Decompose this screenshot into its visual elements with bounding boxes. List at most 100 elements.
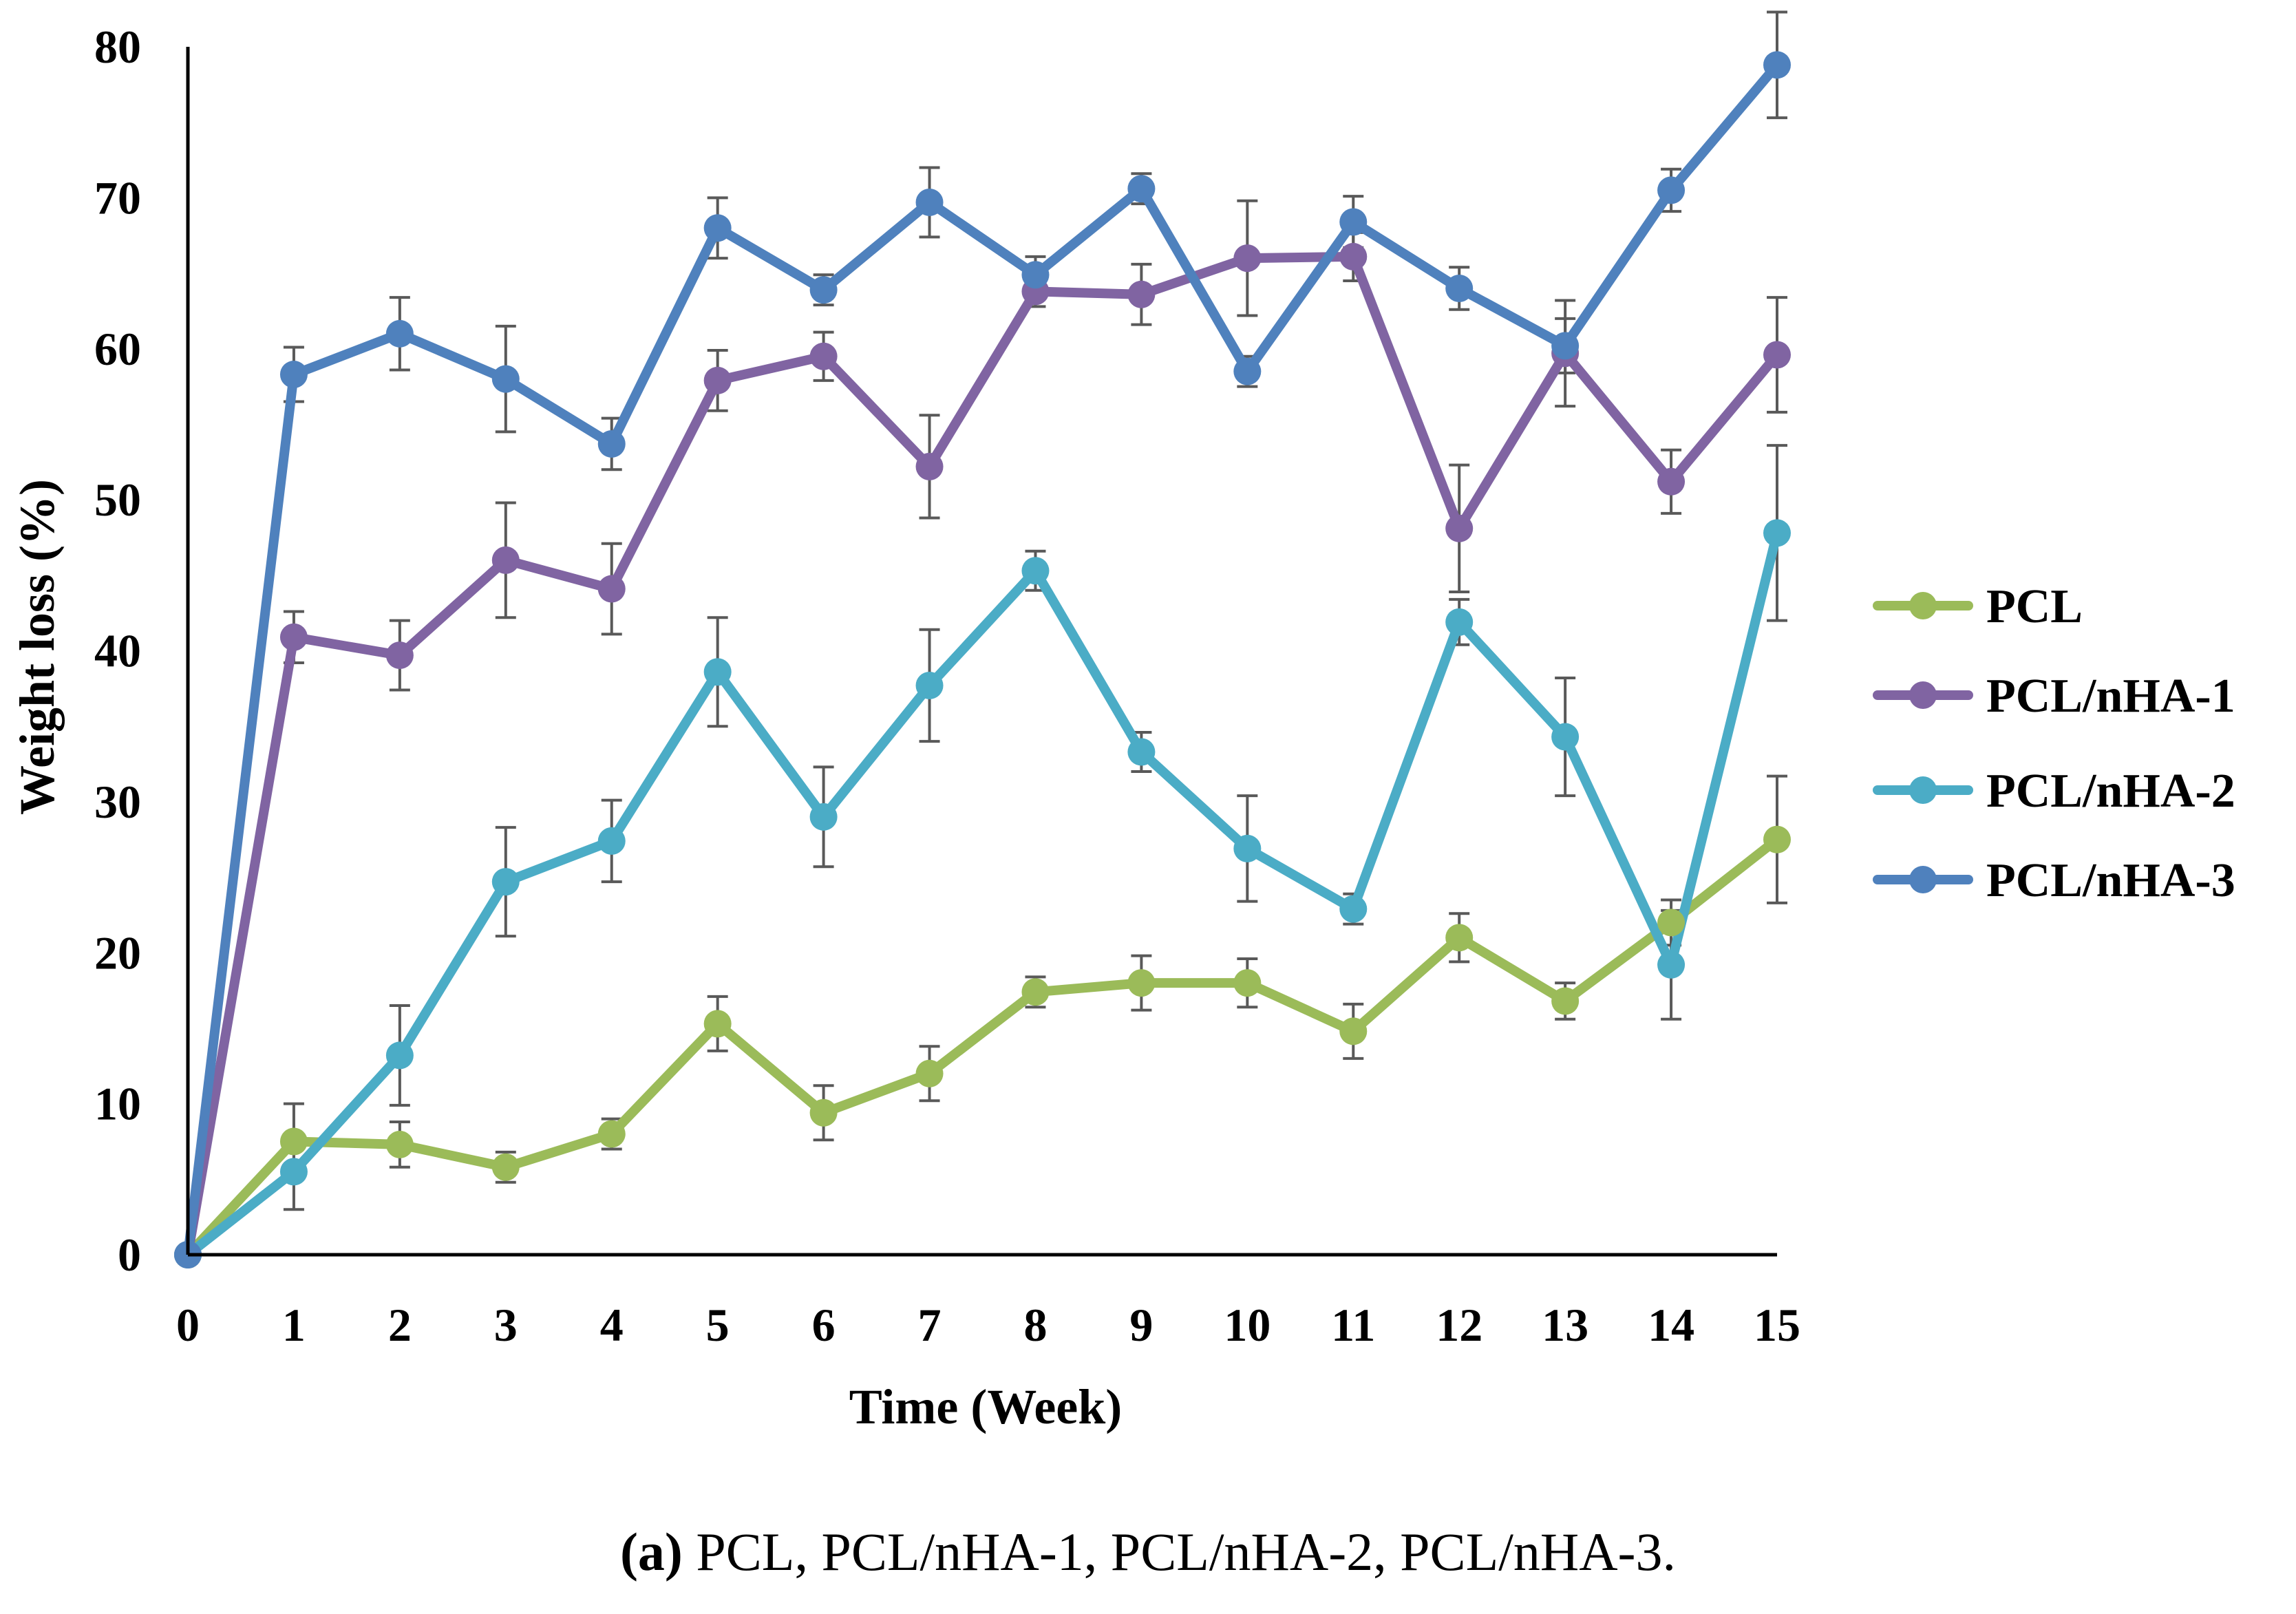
series-pcl-nha-2-point (1657, 951, 1686, 979)
legend: PCL PCL/nHA-1 PCL/nHA-2 PCL/nHA-3 (1873, 580, 2235, 907)
series-pcl-point (1021, 978, 1050, 1006)
error-bars (283, 10, 1787, 1211)
series-pcl-point (1445, 924, 1474, 952)
x-axis-ticks: 0 1 2 3 4 5 6 7 8 9 10 11 12 13 14 15 (176, 1299, 1800, 1351)
series-pcl-nha-3-point (491, 365, 520, 393)
series-pcl-nha-3-point (809, 276, 838, 304)
series-pcl-nha-3-point (1551, 332, 1580, 360)
series-pcl-nha-1-point (1763, 341, 1791, 369)
series-pcl-nha-3-point (1657, 176, 1686, 204)
series-pcl-point (491, 1153, 520, 1181)
series-pcl-nha-3-line (183, 60, 1782, 1260)
series-pcl-nha-1-point (597, 575, 626, 603)
y-tick-label: 30 (94, 776, 141, 828)
x-tick-label: 11 (1331, 1299, 1375, 1351)
series-pcl-point (279, 1127, 308, 1156)
series-pcl-nha-2-point (279, 1158, 308, 1186)
series-pcl-line (183, 834, 1782, 1260)
x-tick-label: 6 (812, 1299, 836, 1351)
series-pcl-point (597, 1120, 626, 1148)
x-tick-label: 5 (706, 1299, 730, 1351)
x-axis-title: Time (Week) (849, 1379, 1123, 1434)
series-pcl-point (809, 1098, 838, 1127)
series-pcl-nha-2-point (809, 803, 838, 831)
series-pcl-nha-2-point (1021, 557, 1050, 585)
series-pcl-point (703, 1010, 732, 1038)
series-pcl-nha-2-point (1339, 895, 1368, 923)
series-pcl-point (385, 1130, 414, 1158)
series-pcl-nha-1-point (1339, 242, 1368, 270)
x-tick-label: 14 (1648, 1299, 1694, 1351)
series-pcl-nha-1-point (1233, 244, 1262, 273)
series-pcl-nha-3-point (1445, 275, 1474, 302)
y-axis-title: Weight loss (%) (10, 479, 65, 815)
legend-pcl-nha-3-marker (1909, 866, 1937, 893)
legend-pcl-label: PCL (1986, 580, 2083, 633)
series-pcl-nha-2-point (385, 1041, 414, 1070)
series-lines (183, 60, 1782, 1260)
legend-pcl-nha-1-label: PCL/nHA-1 (1986, 670, 2235, 723)
y-tick-label: 20 (94, 926, 141, 979)
series-pcl-nha-3-point (915, 188, 944, 216)
series-pcl-point (1127, 969, 1156, 997)
x-tick-label: 3 (494, 1299, 518, 1351)
series-pcl-nha-2-point (703, 658, 732, 686)
legend-pcl-marker (1909, 592, 1937, 619)
series-pcl-point (1551, 987, 1580, 1015)
series-pcl-nha-2-point (1551, 723, 1580, 751)
y-axis-ticks: 0 10 20 30 40 50 60 70 80 (94, 21, 141, 1281)
x-tick-label: 13 (1542, 1299, 1588, 1351)
x-tick-label: 8 (1023, 1299, 1047, 1351)
x-tick-label: 9 (1129, 1299, 1153, 1351)
legend-pcl-nha-2-label: PCL/nHA-2 (1986, 765, 2235, 818)
x-tick-label: 10 (1224, 1299, 1271, 1351)
series-pcl-nha-1-point (1127, 280, 1156, 308)
series-pcl-point (1339, 1017, 1368, 1045)
series-pcl-nha-2-point (1763, 519, 1791, 547)
series-pcl-nha-2-point (915, 671, 944, 699)
series-pcl-nha-3-point (1233, 357, 1262, 385)
series-pcl-nha-2-point (1233, 834, 1262, 862)
x-tick-label: 12 (1436, 1299, 1482, 1351)
series-pcl-nha-1-point (1445, 514, 1474, 542)
series-pcl-nha-3-point (597, 429, 626, 458)
series-pcl-point (1657, 909, 1686, 937)
x-tick-label: 0 (176, 1299, 200, 1351)
legend-pcl-nha-1-marker (1909, 681, 1937, 709)
x-tick-label: 4 (600, 1299, 624, 1351)
series-pcl-nha-1-point (915, 452, 944, 480)
y-tick-label: 70 (94, 171, 141, 224)
series-markers (174, 51, 1791, 1268)
legend-pcl-nha-2-marker (1909, 776, 1937, 804)
series-pcl-nha-1-point (703, 366, 732, 394)
y-tick-label: 10 (94, 1078, 141, 1130)
series-pcl-nha-3-point (1339, 208, 1368, 236)
x-tick-label: 2 (388, 1299, 412, 1351)
series-pcl-nha-3-point (1127, 175, 1156, 203)
series-pcl-nha-2-point (1127, 738, 1156, 766)
series-pcl-nha-3-point (279, 361, 308, 389)
y-tick-label: 80 (94, 21, 141, 73)
y-tick-label: 0 (118, 1229, 141, 1281)
series-pcl-nha-2-point (491, 868, 520, 896)
y-tick-label: 60 (94, 323, 141, 375)
series-pcl-nha-3-point (1021, 261, 1050, 289)
series-pcl-nha-3-point (385, 319, 414, 348)
series-pcl-nha-1-line (183, 251, 1782, 1260)
series-pcl-nha-1-point (385, 641, 414, 670)
y-tick-label: 40 (94, 625, 141, 677)
caption-text: PCL, PCL/nHA-1, PCL/nHA-2, PCL/nHA-3. (682, 1522, 1677, 1582)
series-pcl-point (915, 1059, 944, 1087)
series-pcl-nha-3-point (703, 214, 732, 242)
legend-pcl-nha-3-label: PCL/nHA-3 (1986, 854, 2235, 907)
series-pcl-nha-1-point (1657, 467, 1686, 496)
series-pcl-nha-1-point (491, 546, 520, 574)
series-pcl-nha-1-point (279, 623, 308, 651)
series-pcl-point (1763, 825, 1791, 853)
series-pcl-point (1233, 969, 1262, 997)
series-pcl-nha-1-point (809, 342, 838, 370)
series-pcl-nha-2-line (183, 528, 1782, 1260)
series-pcl-nha-2-point (597, 827, 626, 855)
series-pcl-nha-3-point (1763, 51, 1791, 79)
